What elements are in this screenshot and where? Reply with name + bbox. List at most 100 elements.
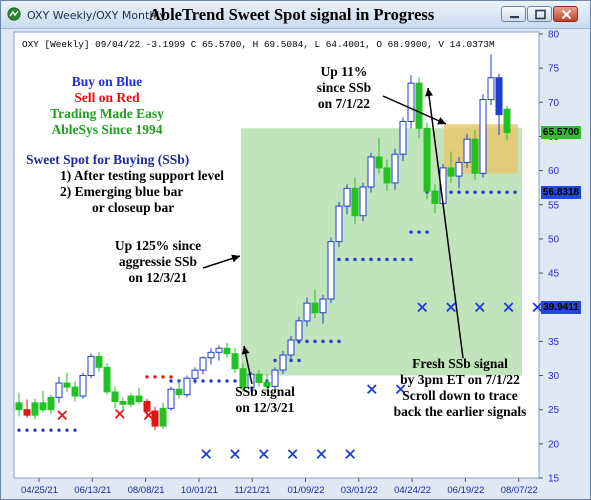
slogan-buy: Buy on Blue — [71, 74, 143, 89]
fresh-line-2: by 3pm ET on 7/1/22 — [400, 372, 520, 387]
support-dot — [177, 379, 181, 383]
chart-header: OXY [Weekly] 09/04/22 -3.1999 C 65.5700,… — [22, 39, 495, 50]
candle — [167, 386, 175, 412]
candle — [271, 367, 279, 390]
up-125-annotation: Up 125% since aggressie SSb on 12/3/21 — [98, 238, 218, 286]
candle — [311, 289, 319, 319]
slogan-since: AbleSys Since 1994 — [51, 122, 163, 137]
support-dot — [321, 339, 325, 344]
candle — [255, 370, 263, 387]
candle — [95, 352, 103, 372]
price-tag: 39.9411 — [541, 301, 581, 315]
up-11-line-2: since SSb — [316, 80, 372, 95]
candle — [327, 237, 335, 304]
minimize-button[interactable] — [501, 6, 526, 22]
support-dot — [65, 428, 69, 432]
support-dot — [153, 375, 157, 379]
chart-banner-title: AbleTrend Sweet Spot signal in Progress — [149, 5, 435, 24]
y-tick-label: 50 — [548, 234, 560, 245]
x-mark-blue — [395, 384, 406, 395]
y-tick-label: 15 — [548, 474, 560, 485]
support-dot — [481, 190, 485, 194]
close-button[interactable] — [553, 6, 578, 22]
slogan-sell: Sell on Red — [74, 90, 140, 105]
support-dot — [313, 339, 317, 344]
x-tick-label: 08/08/21 — [128, 485, 165, 496]
support-dot — [329, 339, 333, 344]
support-dot — [409, 257, 413, 262]
candle — [399, 117, 407, 162]
arrow-up-125 — [202, 254, 241, 269]
up-11-line-1: Up 11% — [320, 64, 368, 79]
candle — [487, 54, 495, 106]
candle — [479, 94, 487, 178]
candle — [287, 335, 295, 360]
support-dot — [497, 190, 501, 194]
window-title: OXY Weekly/OXY Monthly — [27, 9, 166, 22]
candle — [447, 151, 455, 183]
candle — [55, 376, 63, 403]
support-dot — [217, 379, 221, 383]
x-mark-blue — [446, 302, 456, 313]
support-dot — [57, 428, 61, 432]
support-dot — [465, 190, 469, 194]
candle — [111, 386, 119, 409]
candle — [23, 399, 31, 418]
support-dot — [385, 257, 389, 262]
support-dot — [289, 358, 293, 363]
maximize-button[interactable] — [527, 6, 552, 22]
candle — [343, 184, 351, 215]
candle — [359, 182, 367, 222]
candle — [79, 372, 87, 399]
support-dot — [73, 428, 77, 432]
support-dot — [369, 257, 373, 262]
x-tick-label: 06/19/22 — [447, 485, 484, 496]
candle — [223, 342, 231, 358]
candle — [207, 348, 215, 365]
x-mark-blue — [366, 384, 377, 395]
close-icon — [561, 9, 572, 20]
price-tag: 56.8318 — [541, 185, 581, 199]
candle — [87, 353, 95, 379]
candle — [191, 367, 199, 384]
candle — [295, 316, 303, 345]
arrow-ssb-signal — [241, 345, 253, 385]
x-mark-red — [143, 410, 154, 420]
support-dot — [161, 375, 165, 379]
support-dot — [505, 190, 509, 194]
candle — [215, 345, 223, 361]
candle — [503, 105, 511, 141]
up-11-annotation: Up 11% since SSb on 7/1/22 — [306, 64, 382, 112]
x-mark-blue — [258, 449, 269, 459]
candle — [319, 294, 327, 324]
up-125-line-3: on 12/3/21 — [128, 270, 188, 285]
y-tick-label: 25 — [548, 405, 560, 416]
title-bar: OXY Weekly/OXY Monthly AbleTrend Sweet S… — [1, 1, 590, 29]
candle — [423, 122, 431, 200]
support-dot — [17, 428, 21, 432]
candle — [103, 363, 111, 395]
x-tick-label: 04/25/21 — [21, 485, 58, 496]
support-dot — [305, 339, 309, 344]
sweet-spot-rule-3: or closeup bar — [92, 200, 175, 215]
candle — [495, 73, 503, 136]
candle — [263, 374, 271, 392]
x-mark-blue — [287, 449, 298, 459]
candle — [407, 74, 415, 129]
candle — [239, 363, 247, 392]
slogan-annotation: Buy on Blue Sell on Red Trading Made Eas… — [32, 74, 182, 138]
support-dot — [425, 230, 429, 234]
fresh-line-1: Fresh SSb signal — [412, 356, 508, 371]
support-dot — [409, 230, 413, 234]
sweet-spot-title: Sweet Spot for Buying (SSb) — [26, 152, 190, 167]
support-dot — [337, 339, 341, 344]
x-mark-blue — [417, 302, 428, 313]
support-dot — [401, 257, 405, 262]
support-dot — [169, 375, 173, 379]
y-tick-label: 35 — [548, 337, 560, 348]
x-tick-label: 03/01/22 — [341, 485, 378, 496]
candle — [151, 406, 159, 431]
y-tick-label: 30 — [548, 371, 560, 382]
candle — [463, 133, 471, 168]
x-mark-red — [57, 410, 68, 420]
